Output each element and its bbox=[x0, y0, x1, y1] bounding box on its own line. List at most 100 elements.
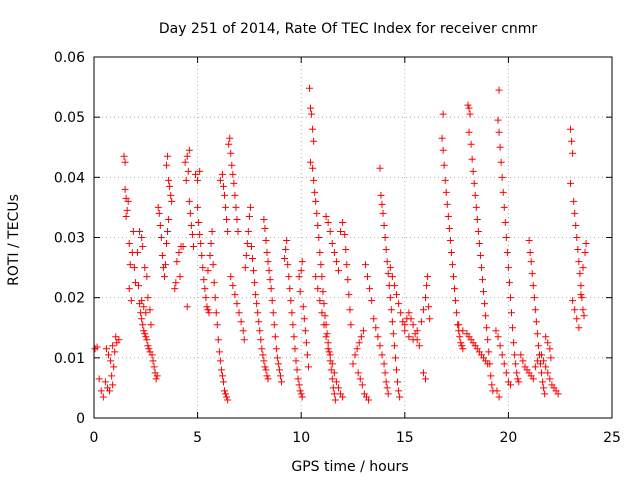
data-point bbox=[391, 354, 399, 362]
data-point bbox=[422, 294, 430, 302]
data-point bbox=[327, 366, 335, 374]
data-point bbox=[500, 203, 508, 211]
data-point bbox=[125, 285, 133, 293]
data-point bbox=[111, 348, 119, 356]
data-point bbox=[209, 261, 217, 269]
data-point bbox=[273, 354, 281, 362]
data-point bbox=[200, 276, 208, 284]
data-point bbox=[567, 179, 575, 187]
data-point bbox=[519, 357, 527, 365]
data-point bbox=[471, 191, 479, 199]
data-point bbox=[320, 321, 328, 329]
data-point bbox=[456, 333, 464, 341]
data-point bbox=[217, 366, 225, 374]
data-point bbox=[577, 282, 585, 290]
data-point bbox=[388, 318, 396, 326]
y-tick-label: 0.04 bbox=[54, 170, 85, 186]
data-point bbox=[143, 336, 151, 344]
data-point bbox=[147, 321, 155, 329]
data-point bbox=[345, 291, 353, 299]
data-point bbox=[140, 303, 148, 311]
data-point bbox=[540, 357, 548, 365]
data-point bbox=[202, 294, 210, 302]
data-point bbox=[231, 291, 239, 299]
data-point bbox=[275, 366, 283, 374]
data-point bbox=[102, 345, 110, 353]
data-point bbox=[194, 203, 202, 211]
data-point bbox=[395, 300, 403, 308]
data-point bbox=[109, 342, 117, 350]
data-point bbox=[495, 86, 503, 94]
data-point bbox=[165, 215, 173, 223]
data-point bbox=[211, 294, 219, 302]
data-point bbox=[481, 300, 489, 308]
data-point bbox=[232, 203, 240, 211]
data-point bbox=[295, 273, 303, 281]
data-point bbox=[501, 218, 509, 226]
x-axis-label: GPS time / hours bbox=[291, 459, 408, 475]
data-point bbox=[112, 333, 120, 341]
data-point bbox=[107, 357, 115, 365]
data-point bbox=[167, 191, 175, 199]
data-point bbox=[196, 167, 204, 175]
data-point bbox=[172, 279, 180, 287]
data-point bbox=[468, 155, 476, 163]
data-point bbox=[459, 327, 467, 335]
data-point bbox=[305, 84, 313, 92]
data-point bbox=[506, 294, 514, 302]
data-point bbox=[265, 267, 273, 275]
data-point bbox=[286, 285, 294, 293]
data-point bbox=[185, 197, 193, 205]
data-point bbox=[531, 363, 539, 371]
data-point bbox=[575, 324, 583, 332]
data-point bbox=[422, 375, 430, 383]
data-point bbox=[493, 387, 501, 395]
data-point bbox=[201, 285, 209, 293]
data-point bbox=[388, 273, 396, 281]
data-point bbox=[146, 306, 154, 314]
data-point bbox=[571, 209, 579, 217]
data-point bbox=[138, 234, 146, 241]
data-point bbox=[389, 330, 397, 338]
data-point bbox=[181, 158, 189, 166]
data-point bbox=[183, 152, 191, 160]
data-point bbox=[168, 197, 176, 205]
data-point bbox=[207, 240, 215, 248]
data-point bbox=[332, 258, 340, 266]
data-point bbox=[382, 378, 390, 386]
data-point bbox=[285, 273, 293, 281]
data-point bbox=[346, 306, 354, 314]
data-point bbox=[499, 188, 507, 196]
data-point bbox=[498, 351, 506, 359]
data-point bbox=[351, 351, 359, 359]
data-point bbox=[198, 252, 206, 260]
data-point bbox=[539, 378, 547, 386]
data-point bbox=[383, 258, 391, 266]
data-point bbox=[142, 333, 150, 341]
data-point bbox=[166, 182, 174, 190]
data-point bbox=[140, 327, 148, 335]
data-point bbox=[158, 252, 166, 260]
data-point bbox=[121, 158, 129, 166]
data-point bbox=[407, 315, 415, 323]
data-point bbox=[542, 363, 550, 371]
data-point bbox=[390, 282, 398, 290]
data-point bbox=[141, 264, 149, 272]
y-tick-label: 0.06 bbox=[54, 50, 85, 66]
data-point bbox=[302, 339, 310, 347]
data-point bbox=[332, 378, 340, 386]
data-point bbox=[486, 360, 494, 368]
data-point bbox=[459, 345, 467, 353]
data-point bbox=[95, 375, 103, 383]
data-point bbox=[262, 237, 270, 245]
data-point bbox=[419, 369, 427, 377]
data-point bbox=[120, 152, 128, 160]
x-tick-label: 5 bbox=[193, 430, 202, 446]
data-point bbox=[567, 125, 575, 133]
data-point bbox=[233, 300, 241, 308]
data-point bbox=[197, 240, 205, 248]
data-point bbox=[317, 261, 325, 269]
data-point bbox=[500, 360, 508, 368]
data-point bbox=[504, 264, 512, 272]
data-point bbox=[374, 333, 382, 341]
